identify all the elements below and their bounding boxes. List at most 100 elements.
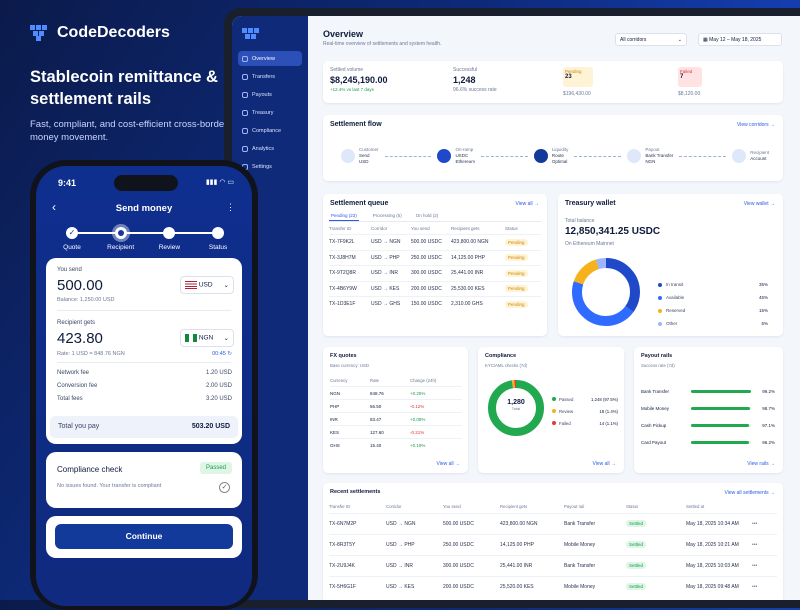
status-time: 9:41	[58, 178, 77, 188]
table-cell: USD → NGN	[386, 520, 416, 527]
legend-value: 35%	[758, 282, 768, 287]
date-range-picker[interactable]: ▦ May 12 – May 18, 2025	[698, 33, 782, 46]
sidebar-logo-icon	[242, 28, 262, 44]
table-row[interactable]: TX-3J8H7M USD → PHP 250.00 USDC 14,125.00 P…	[329, 249, 541, 265]
more-icon[interactable]: •••	[752, 583, 758, 590]
sidebar-item-payouts[interactable]: Payouts	[238, 87, 302, 102]
settlement-queue-title: Settlement queue	[330, 200, 389, 207]
table-cell: USD → PHP	[371, 254, 400, 261]
table-cell: May 18, 2025 09:48 AM	[686, 583, 739, 590]
table-cell: TX-7F9K2L	[329, 239, 355, 245]
step-label: Quote	[63, 244, 81, 251]
fx-change: +0.25%	[410, 390, 426, 396]
view-corridors-link[interactable]: View corridors →	[737, 122, 775, 128]
compliance-view-all-link[interactable]: View all →	[592, 461, 616, 467]
table-cell: TX-6N7M2P	[329, 520, 357, 527]
fx-change: +0.08%	[410, 416, 426, 422]
status-badge: Settled	[626, 520, 647, 527]
fee-value: 3.20 USD	[205, 396, 232, 402]
table-row[interactable]: TX-8R3T5Y USD → PHP 250.00 USDC 14,125.00 P…	[329, 534, 777, 554]
view-all-settlements-link[interactable]: View all settlements →	[724, 490, 775, 496]
table-cell: Bank Transfer	[564, 562, 596, 569]
table-row[interactable]: TX-5H6G1F USD → KES 200.00 USDC 25,520.00 K…	[329, 576, 777, 596]
more-icon[interactable]: •••	[752, 520, 758, 527]
get-currency-select[interactable]: NGN ⌄	[180, 329, 234, 347]
check-icon: ✓	[68, 228, 76, 237]
fx-row: PHP 56.50 -0.12%	[330, 399, 462, 412]
table-cell: TX-8R3T5Y	[329, 541, 356, 548]
legend-dot	[658, 282, 662, 287]
stepper-line	[72, 232, 218, 234]
queue-view-all-link[interactable]: View all →	[515, 201, 539, 207]
chevron-down-icon: ⌄	[223, 282, 229, 289]
treasury-legend: In transit 35% Available 45% Reserved 15% Othe…	[658, 278, 768, 330]
table-row[interactable]: TX-4B6Y9W USD → KES 200.00 USDC 25,530.00 K…	[329, 280, 541, 296]
table-cell: Bank Transfer	[564, 520, 596, 527]
sidebar-item-overview[interactable]: Overview	[238, 51, 302, 66]
status-badge: Pending	[505, 254, 528, 261]
fx-currency: INR	[330, 416, 338, 422]
table-row[interactable]: TX-6N7M2P USD → NGN 500.00 USDC 423,800.00 …	[329, 513, 777, 533]
status-badge: Settled	[626, 562, 647, 569]
fee-label: Total fees	[57, 396, 83, 402]
more-icon[interactable]: •••	[752, 541, 758, 548]
table-row[interactable]: TX-2U9J4K USD → INR 300.00 USDC 25,441.00 I…	[329, 555, 777, 575]
sidebar-item-treasury[interactable]: Treasury	[238, 105, 302, 120]
legend-value: 45%	[758, 295, 768, 300]
tab-processing[interactable]: Processing (5)	[372, 213, 402, 218]
fx-currency: NGN	[330, 390, 340, 396]
status-badge: Pending	[505, 269, 528, 277]
payout-bar-fill	[691, 423, 750, 427]
flow-step: Customer Send USD	[341, 147, 379, 165]
sidebar-item-transfers[interactable]: Transfers	[238, 69, 302, 84]
more-icon[interactable]: ⋮	[226, 202, 235, 212]
fx-view-all-link[interactable]: View all →	[436, 461, 460, 467]
ng-flag-icon	[185, 334, 197, 342]
settlement-flow-card: Settlement flow View corridors → Custome…	[323, 115, 783, 181]
payout-sub: Success rate (7d)	[641, 363, 675, 368]
payout-bar	[691, 389, 751, 393]
table-row[interactable]: TX-1D3E1F USD → GHS 150.00 USDC 2,310.00 GH…	[329, 296, 541, 311]
fee-label: Network fee	[57, 370, 90, 376]
continue-button[interactable]: Continue	[55, 524, 233, 549]
tab-pending[interactable]: Pending (23)	[329, 213, 359, 221]
legend-value: 5%	[761, 321, 768, 326]
flow-connector	[384, 155, 432, 157]
legend-item: Other 5%	[658, 317, 768, 330]
send-currency-select[interactable]: USD ⌄	[180, 276, 234, 294]
phone-title: Send money	[115, 203, 173, 214]
donut-segment	[488, 380, 544, 436]
flow-step-value: Route	[551, 153, 564, 158]
dynamic-island	[114, 175, 178, 191]
sidebar-item-compliance[interactable]: Compliance	[238, 123, 302, 138]
us-flag-icon	[185, 281, 197, 289]
flow-step-text: On-ramp USDC Ethereum	[455, 147, 475, 165]
tab-on-hold[interactable]: On hold (2)	[415, 213, 439, 218]
back-arrow-icon[interactable]: ‹	[52, 200, 56, 214]
chevron-down-icon: ⌄	[677, 37, 682, 43]
more-icon[interactable]: •••	[752, 562, 758, 569]
compliance-card: Compliance KYC/AML checks (7d) 1,280 Tota…	[478, 347, 624, 473]
status-cell: Settled	[626, 562, 686, 569]
refresh-icon[interactable]: ↻	[227, 351, 232, 357]
view-wallet-link[interactable]: View wallet →	[743, 201, 775, 207]
corridor-select[interactable]: All corridors ⌄	[615, 33, 687, 46]
flow-step-value: Bank Transfer	[645, 153, 674, 158]
table-cell: USD → KES	[386, 583, 415, 590]
table-row[interactable]: TX-9T2Q8R USD → INR 300.00 USDC 25,441.00 I…	[329, 265, 541, 280]
amount-card: You send 500.00 USD ⌄ Balance: 1,250.00 …	[46, 258, 242, 444]
fx-base: Base currency: USD	[330, 363, 369, 368]
legend-item: Available 45%	[658, 291, 768, 304]
sidebar-item-analytics[interactable]: Analytics	[238, 141, 302, 156]
view-rails-link[interactable]: View rails →	[747, 461, 775, 467]
table-cell: 25,520.00 KES	[500, 583, 534, 590]
status-cell: Settled	[626, 520, 686, 527]
legend-value: 1,248 (97.5%)	[591, 396, 618, 402]
legend-item: Reserved 15%	[658, 304, 768, 317]
payout-row: Bank Transfer 99.2%	[641, 385, 775, 397]
payout-rail-name: Mobile Money	[641, 405, 670, 411]
send-amount[interactable]: 500.00	[57, 277, 103, 294]
legend-item: Failed 14 (1.1%)	[552, 417, 618, 429]
payout-rail-name: Card Payout	[641, 439, 667, 445]
table-row[interactable]: TX-7F9K2L USD → NGN 500.00 USDC 423,800.00 …	[329, 234, 541, 249]
